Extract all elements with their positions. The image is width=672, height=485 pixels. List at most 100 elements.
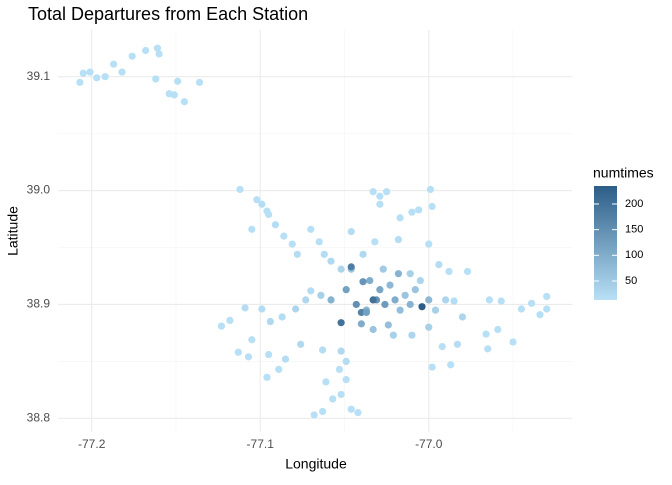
point — [174, 77, 182, 85]
y-tick-label: 38.8 — [27, 411, 51, 425]
point — [415, 206, 423, 214]
point — [357, 308, 365, 317]
point — [118, 68, 126, 76]
point — [428, 202, 436, 211]
point — [485, 296, 494, 304]
legend-tick-label: 100 — [625, 249, 643, 261]
point — [431, 306, 440, 314]
point — [307, 287, 315, 295]
point — [320, 250, 328, 258]
point — [450, 297, 458, 305]
point — [394, 270, 403, 278]
point — [376, 200, 384, 208]
point — [445, 267, 453, 276]
point — [425, 323, 433, 331]
point — [155, 50, 163, 58]
point — [408, 331, 416, 339]
point — [93, 74, 101, 82]
y-axis-label: Latitude — [5, 206, 21, 256]
point — [226, 316, 234, 324]
point — [438, 342, 446, 351]
point — [258, 305, 266, 313]
point — [408, 208, 416, 216]
point — [318, 407, 327, 416]
point — [142, 46, 150, 55]
point — [406, 300, 414, 309]
point — [369, 296, 377, 304]
point — [494, 325, 502, 334]
point — [297, 340, 305, 348]
x-tick-label: -77.1 — [247, 437, 275, 451]
point — [453, 340, 462, 348]
point — [347, 227, 355, 236]
point — [435, 260, 443, 269]
point — [527, 299, 536, 307]
point — [425, 240, 433, 248]
legend-tick-label: 50 — [625, 275, 637, 287]
point — [76, 78, 84, 86]
chart-title: Total Departures from Each Station — [28, 4, 308, 24]
point — [337, 390, 345, 399]
point — [384, 321, 392, 329]
point — [536, 311, 544, 319]
point — [401, 291, 409, 299]
point — [509, 338, 517, 346]
y-tick-label: 39.0 — [27, 183, 51, 197]
point — [317, 291, 325, 299]
point — [79, 69, 87, 77]
point — [337, 319, 345, 327]
point — [327, 296, 335, 304]
point — [517, 305, 526, 313]
colorbar — [594, 186, 617, 300]
point — [337, 347, 345, 355]
point — [110, 60, 118, 68]
point — [381, 300, 389, 309]
point — [379, 265, 387, 273]
x-tick-label: -77.0 — [415, 437, 443, 451]
point — [342, 376, 350, 384]
point — [411, 286, 419, 294]
point — [329, 395, 337, 403]
point — [293, 250, 301, 258]
point — [418, 303, 426, 311]
point — [248, 336, 256, 344]
point — [236, 185, 244, 194]
point — [426, 185, 435, 194]
point — [543, 292, 551, 301]
point — [383, 188, 391, 196]
point — [195, 78, 204, 86]
legend-title: numtimes — [593, 165, 654, 181]
point — [152, 75, 160, 83]
point — [288, 240, 296, 248]
point — [425, 296, 433, 304]
point — [376, 192, 384, 200]
point — [371, 238, 379, 246]
point — [217, 322, 226, 330]
y-tick-label: 38.9 — [27, 297, 51, 311]
point — [327, 257, 335, 265]
point — [369, 325, 377, 334]
point — [376, 286, 384, 294]
point — [281, 355, 290, 363]
point — [458, 313, 467, 321]
point — [352, 300, 360, 309]
point — [366, 276, 374, 285]
point — [170, 91, 178, 99]
point — [342, 286, 350, 294]
point — [359, 278, 367, 286]
point — [86, 68, 94, 76]
point — [543, 305, 551, 313]
point — [396, 214, 404, 222]
point — [497, 297, 505, 305]
point — [369, 188, 377, 196]
point — [354, 409, 362, 417]
point — [484, 345, 492, 353]
point — [362, 308, 370, 317]
point — [310, 411, 318, 419]
point — [263, 373, 271, 381]
point — [416, 276, 424, 285]
point — [386, 281, 394, 289]
point — [347, 263, 355, 271]
point — [153, 44, 162, 52]
point — [347, 405, 355, 413]
